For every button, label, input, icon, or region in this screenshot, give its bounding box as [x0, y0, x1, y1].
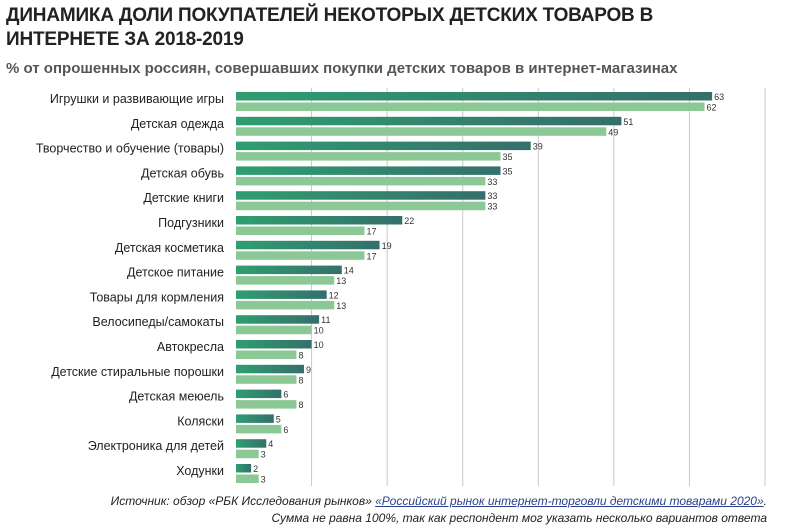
category-label: Игрушки и развивающие игры [50, 92, 224, 106]
data-label: 6 [283, 390, 288, 400]
bar [236, 474, 259, 483]
data-label: 8 [298, 400, 303, 410]
data-label: 4 [268, 439, 273, 449]
bar [236, 226, 365, 235]
data-label: 63 [714, 92, 724, 102]
bar [236, 276, 335, 285]
data-label: 3 [261, 475, 266, 485]
bar [236, 439, 267, 448]
category-label: Автокресла [157, 340, 224, 354]
chart-subtitle: % от опрошенных россиян, совершавших пок… [6, 60, 678, 77]
source-suffix: . [763, 494, 767, 508]
data-label: 10 [314, 326, 324, 336]
bar [236, 152, 501, 161]
bar [236, 216, 403, 225]
data-label: 49 [608, 127, 618, 137]
data-label: 17 [366, 251, 376, 261]
category-label: Коляски [177, 414, 224, 428]
category-label: Детская обувь [141, 166, 224, 180]
bar [236, 290, 327, 299]
category-label: Ходунки [176, 464, 224, 478]
data-label: 8 [298, 351, 303, 361]
bar [236, 191, 486, 200]
bar [236, 176, 486, 186]
data-label: 5 [276, 414, 281, 424]
bar [236, 102, 705, 111]
category-label: Творчество и обучение (товары) [36, 142, 224, 156]
data-label: 8 [298, 375, 303, 385]
data-label: 3 [261, 450, 266, 460]
data-label: 62 [707, 103, 717, 113]
bar [236, 92, 713, 101]
bar [236, 315, 320, 324]
data-label: 10 [314, 340, 324, 350]
bar [236, 464, 252, 473]
category-label: Детское питание [127, 266, 224, 280]
data-label: 13 [336, 301, 346, 311]
data-label: 14 [344, 266, 354, 276]
bar [236, 400, 297, 409]
data-label: 33 [487, 177, 497, 187]
bar [236, 340, 312, 349]
data-label: 22 [404, 216, 414, 226]
bar [236, 251, 365, 260]
category-label: Товары для кормления [90, 290, 224, 304]
data-label: 33 [487, 202, 497, 212]
data-label: 51 [623, 117, 633, 127]
category-label: Велосипеды/самокаты [92, 315, 224, 329]
bar [236, 240, 380, 250]
bar [236, 201, 486, 211]
category-label: Подгузники [158, 216, 224, 230]
bar [236, 389, 282, 399]
bar [236, 141, 531, 151]
source-note: Источник: обзор «РБК Исследования рынков… [111, 494, 767, 508]
source-link[interactable]: «Российский рынок интернет-торговли детс… [375, 494, 764, 508]
source-prefix: Источник: обзор «РБК Исследования рынков… [110, 494, 376, 508]
bar [236, 424, 282, 434]
bar [236, 265, 342, 275]
bar [236, 375, 297, 384]
bar [236, 116, 622, 126]
data-label: 35 [503, 166, 513, 176]
data-label: 33 [487, 191, 497, 201]
bar [236, 449, 259, 459]
bar [236, 325, 312, 335]
category-label: Детская меюель [129, 390, 224, 404]
category-label: Детские стиральные порошки [51, 365, 224, 379]
data-label: 2 [253, 464, 258, 474]
category-label: Детская одежда [131, 117, 224, 131]
data-label: 39 [533, 142, 543, 152]
data-label: 9 [306, 365, 311, 375]
data-label: 12 [329, 290, 339, 300]
data-label: 13 [336, 276, 346, 286]
category-label: Детские книги [143, 191, 224, 205]
data-label: 6 [283, 425, 288, 435]
bar [236, 127, 607, 136]
bar [236, 350, 297, 359]
bar [236, 300, 335, 310]
data-label: 35 [503, 152, 513, 162]
category-label: Электроника для детей [88, 439, 224, 453]
chart-title: ДИНАМИКА ДОЛИ ПОКУПАТЕЛЕЙ НЕКОТОРЫХ ДЕТС… [6, 5, 654, 50]
bar [236, 414, 274, 423]
category-label: Детская косметика [115, 241, 224, 255]
footnote: Сумма не равна 100%, так как респондент … [271, 511, 767, 525]
data-label: 19 [382, 241, 392, 251]
bar [236, 364, 305, 374]
bar [236, 166, 501, 175]
data-label: 11 [321, 315, 330, 325]
data-label: 17 [366, 227, 376, 237]
